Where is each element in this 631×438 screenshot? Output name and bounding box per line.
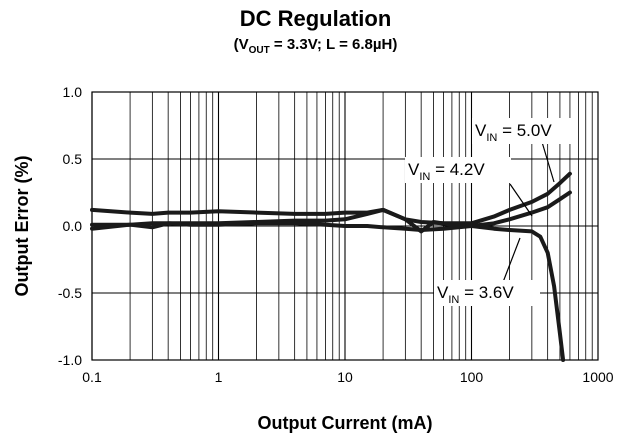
series-line-2 <box>90 221 566 362</box>
annotation-background <box>405 157 511 183</box>
y-tick-label: -1.0 <box>58 352 82 368</box>
y-tick-labels: 1.0 0.5 0.0 -0.5 -1.0 <box>58 84 82 368</box>
subtitle-open: (V <box>233 36 249 53</box>
subtitle-subscript: OUT <box>248 45 270 56</box>
x-tick-label: 10 <box>337 369 353 385</box>
x-tick-label: 1 <box>215 369 223 385</box>
series-label: VIN = 3.6V <box>437 283 514 306</box>
y-tick-label: 0.5 <box>63 151 83 167</box>
series-label: VIN = 5.0V <box>475 121 552 144</box>
subtitle-rest: = 3.3V; L = 6.8µH) <box>269 36 398 53</box>
series-annotations: VIN = 5.0V VIN = 4.2V VIN = 3.6V <box>405 118 578 306</box>
annotation-leader <box>541 141 555 183</box>
annotation-background <box>434 280 540 306</box>
y-tick-label: -0.5 <box>58 285 82 301</box>
annotation-background <box>472 118 578 144</box>
series-lines <box>90 171 572 362</box>
y-axis-label: Output Error (%) <box>12 156 32 297</box>
annotation-leader <box>509 183 533 217</box>
x-tick-label: 100 <box>460 369 484 385</box>
chart-title: DC Regulation <box>239 6 392 31</box>
x-axis-label: Output Current (mA) <box>258 413 433 433</box>
x-tick-label: 0.1 <box>82 369 102 385</box>
x-tick-labels: 0.1 1 10 100 1000 <box>82 369 614 385</box>
series-label: VIN = 4.2V <box>408 160 485 183</box>
chart-subtitle: (VOUT = 3.3V; L = 6.8µH) <box>0 36 631 56</box>
x-tick-label: 1000 <box>582 369 613 385</box>
y-tick-label: 0.0 <box>63 218 83 234</box>
y-tick-label: 1.0 <box>63 84 83 100</box>
